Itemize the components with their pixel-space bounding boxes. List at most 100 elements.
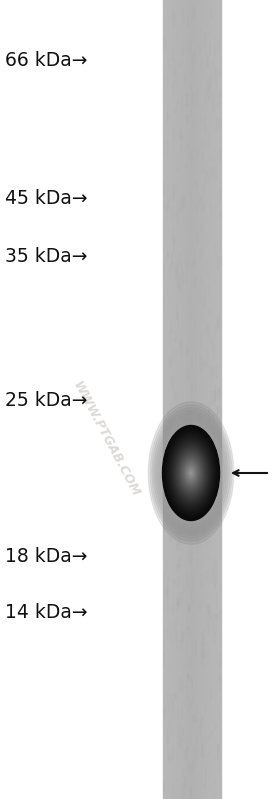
Bar xyxy=(175,165,176,173)
Bar xyxy=(167,37,168,42)
Bar xyxy=(167,0,168,799)
Bar xyxy=(173,239,174,253)
Bar xyxy=(212,535,213,538)
Bar xyxy=(165,793,166,799)
Bar xyxy=(211,79,212,85)
Bar xyxy=(171,740,172,750)
Bar xyxy=(216,433,217,439)
Bar xyxy=(186,0,187,799)
Bar xyxy=(197,545,198,555)
Bar xyxy=(172,789,173,793)
Bar xyxy=(193,9,194,18)
Bar xyxy=(194,320,195,325)
Bar xyxy=(164,706,165,712)
Bar xyxy=(200,5,201,19)
Bar xyxy=(178,644,179,657)
Bar xyxy=(165,253,166,260)
Bar xyxy=(163,498,164,508)
Bar xyxy=(180,473,181,479)
Bar xyxy=(196,137,197,140)
Bar xyxy=(204,0,206,799)
Bar xyxy=(189,763,190,773)
Bar xyxy=(218,433,219,439)
Bar xyxy=(188,603,189,610)
Bar xyxy=(179,269,180,276)
Bar xyxy=(215,614,216,619)
Bar xyxy=(215,0,216,799)
Bar xyxy=(174,59,175,74)
Bar xyxy=(213,632,214,642)
Bar xyxy=(182,10,183,22)
Bar xyxy=(216,28,217,39)
Bar xyxy=(202,443,203,447)
Bar xyxy=(164,0,165,799)
Bar xyxy=(199,499,200,506)
Bar xyxy=(208,131,209,145)
Bar xyxy=(188,126,189,141)
Bar xyxy=(177,541,178,544)
Ellipse shape xyxy=(177,450,205,496)
Bar xyxy=(174,238,175,241)
Bar xyxy=(167,690,168,701)
Bar xyxy=(216,365,217,376)
Bar xyxy=(212,588,213,592)
Bar xyxy=(163,294,164,304)
Ellipse shape xyxy=(163,427,219,519)
Bar xyxy=(169,647,170,652)
Bar xyxy=(207,781,208,786)
Bar xyxy=(206,350,207,364)
Bar xyxy=(168,373,169,383)
Bar xyxy=(184,0,185,799)
Bar xyxy=(200,581,201,587)
Bar xyxy=(179,285,180,293)
Bar xyxy=(196,231,197,240)
Bar xyxy=(180,640,181,650)
Ellipse shape xyxy=(168,434,214,512)
Bar xyxy=(211,353,212,362)
Bar xyxy=(193,605,194,613)
Bar xyxy=(170,694,171,709)
Bar xyxy=(184,109,185,121)
Bar xyxy=(207,46,208,52)
Bar xyxy=(198,732,199,743)
Ellipse shape xyxy=(169,437,213,509)
Bar xyxy=(187,667,188,670)
Bar xyxy=(185,603,186,607)
Bar xyxy=(190,586,191,598)
Bar xyxy=(218,201,219,205)
Bar xyxy=(214,657,215,662)
Bar xyxy=(167,187,168,200)
Bar xyxy=(192,648,193,662)
Bar xyxy=(173,264,174,273)
Bar xyxy=(168,586,169,594)
Bar xyxy=(178,301,179,306)
Bar xyxy=(212,368,213,375)
Bar xyxy=(176,466,177,478)
Bar xyxy=(200,348,201,361)
Bar xyxy=(192,795,193,799)
Bar xyxy=(187,602,188,610)
Bar xyxy=(181,181,182,192)
Bar xyxy=(214,205,215,208)
Bar xyxy=(172,0,173,799)
Bar xyxy=(186,220,187,229)
Bar xyxy=(187,340,188,352)
Bar xyxy=(198,594,199,603)
Bar xyxy=(169,0,170,799)
Bar xyxy=(214,42,215,49)
Bar xyxy=(172,785,173,793)
Bar xyxy=(176,457,177,469)
Bar xyxy=(178,62,179,67)
Bar xyxy=(217,321,218,334)
Bar xyxy=(201,676,202,689)
Bar xyxy=(168,756,169,761)
Bar xyxy=(204,145,205,153)
Ellipse shape xyxy=(159,419,223,527)
Bar xyxy=(172,22,173,28)
Bar xyxy=(204,311,205,318)
Bar xyxy=(206,570,207,580)
Bar xyxy=(182,177,183,189)
Bar xyxy=(187,447,188,455)
Bar xyxy=(217,603,218,614)
Ellipse shape xyxy=(157,416,225,530)
